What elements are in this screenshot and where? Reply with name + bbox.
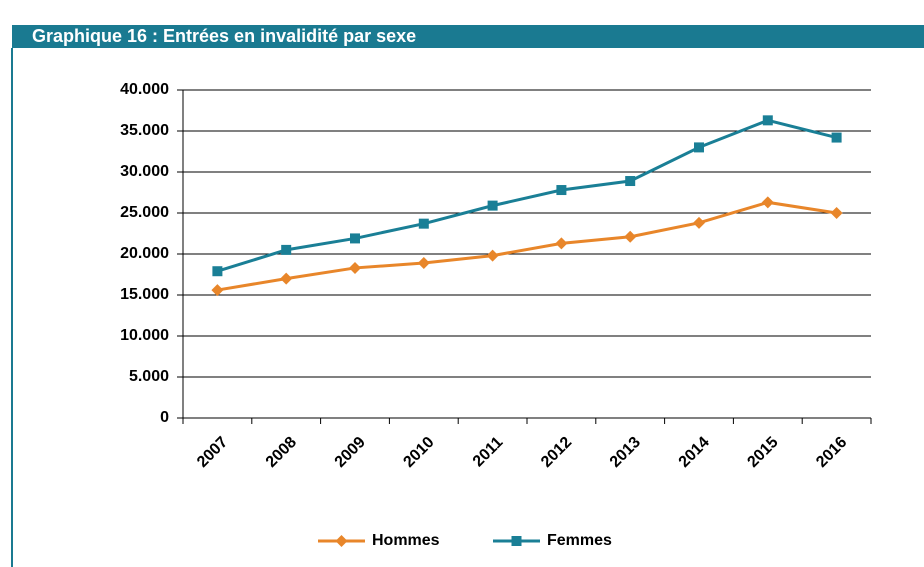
legend-label: Hommes	[372, 532, 440, 549]
marker	[335, 535, 348, 547]
y-tick-label: 20.000	[120, 245, 169, 262]
marker	[694, 142, 704, 153]
marker	[417, 257, 430, 270]
header-bar	[12, 25, 924, 48]
marker	[280, 272, 293, 285]
marker	[830, 207, 843, 219]
y-tick-label: 5.000	[129, 368, 169, 385]
left-border	[11, 48, 13, 567]
marker	[211, 284, 224, 297]
series-line	[217, 200, 837, 292]
marker	[555, 237, 568, 250]
y-tick-label: 0	[160, 409, 169, 426]
x-tick-label: 2015	[744, 434, 781, 471]
marker	[625, 176, 636, 187]
x-tick-label: 2014	[676, 434, 713, 471]
marker	[486, 249, 499, 262]
y-tick-label: 25.000	[120, 204, 169, 221]
marker	[212, 266, 223, 277]
marker	[556, 185, 567, 196]
marker	[511, 536, 522, 546]
marker	[831, 132, 842, 143]
marker	[624, 230, 637, 243]
x-tick-label: 2009	[332, 434, 369, 471]
legend-label: Femmes	[547, 532, 612, 549]
y-tick-label: 15.000	[120, 286, 169, 303]
x-tick-label: 2012	[538, 434, 575, 471]
y-tick-label: 30.000	[120, 163, 169, 180]
y-tick-label: 35.000	[120, 122, 169, 139]
x-tick-label: 2010	[400, 434, 437, 471]
x-tick-label: 2011	[470, 434, 507, 471]
marker	[487, 200, 498, 211]
x-tick-label: 2016	[813, 434, 850, 471]
marker	[761, 196, 774, 209]
marker	[349, 261, 361, 274]
marker	[350, 233, 360, 244]
marker	[762, 115, 773, 126]
x-tick-label: 2013	[607, 434, 644, 471]
marker	[281, 244, 292, 255]
y-tick-label: 40.000	[120, 81, 169, 98]
y-tick-label: 10.000	[120, 327, 169, 344]
marker	[418, 218, 429, 229]
series-line	[216, 118, 837, 273]
chart-title: Graphique 16 : Entrées en invalidité par…	[32, 26, 416, 46]
marker	[693, 216, 705, 229]
x-tick-label: 2007	[194, 434, 231, 471]
x-tick-label: 2008	[263, 434, 300, 471]
